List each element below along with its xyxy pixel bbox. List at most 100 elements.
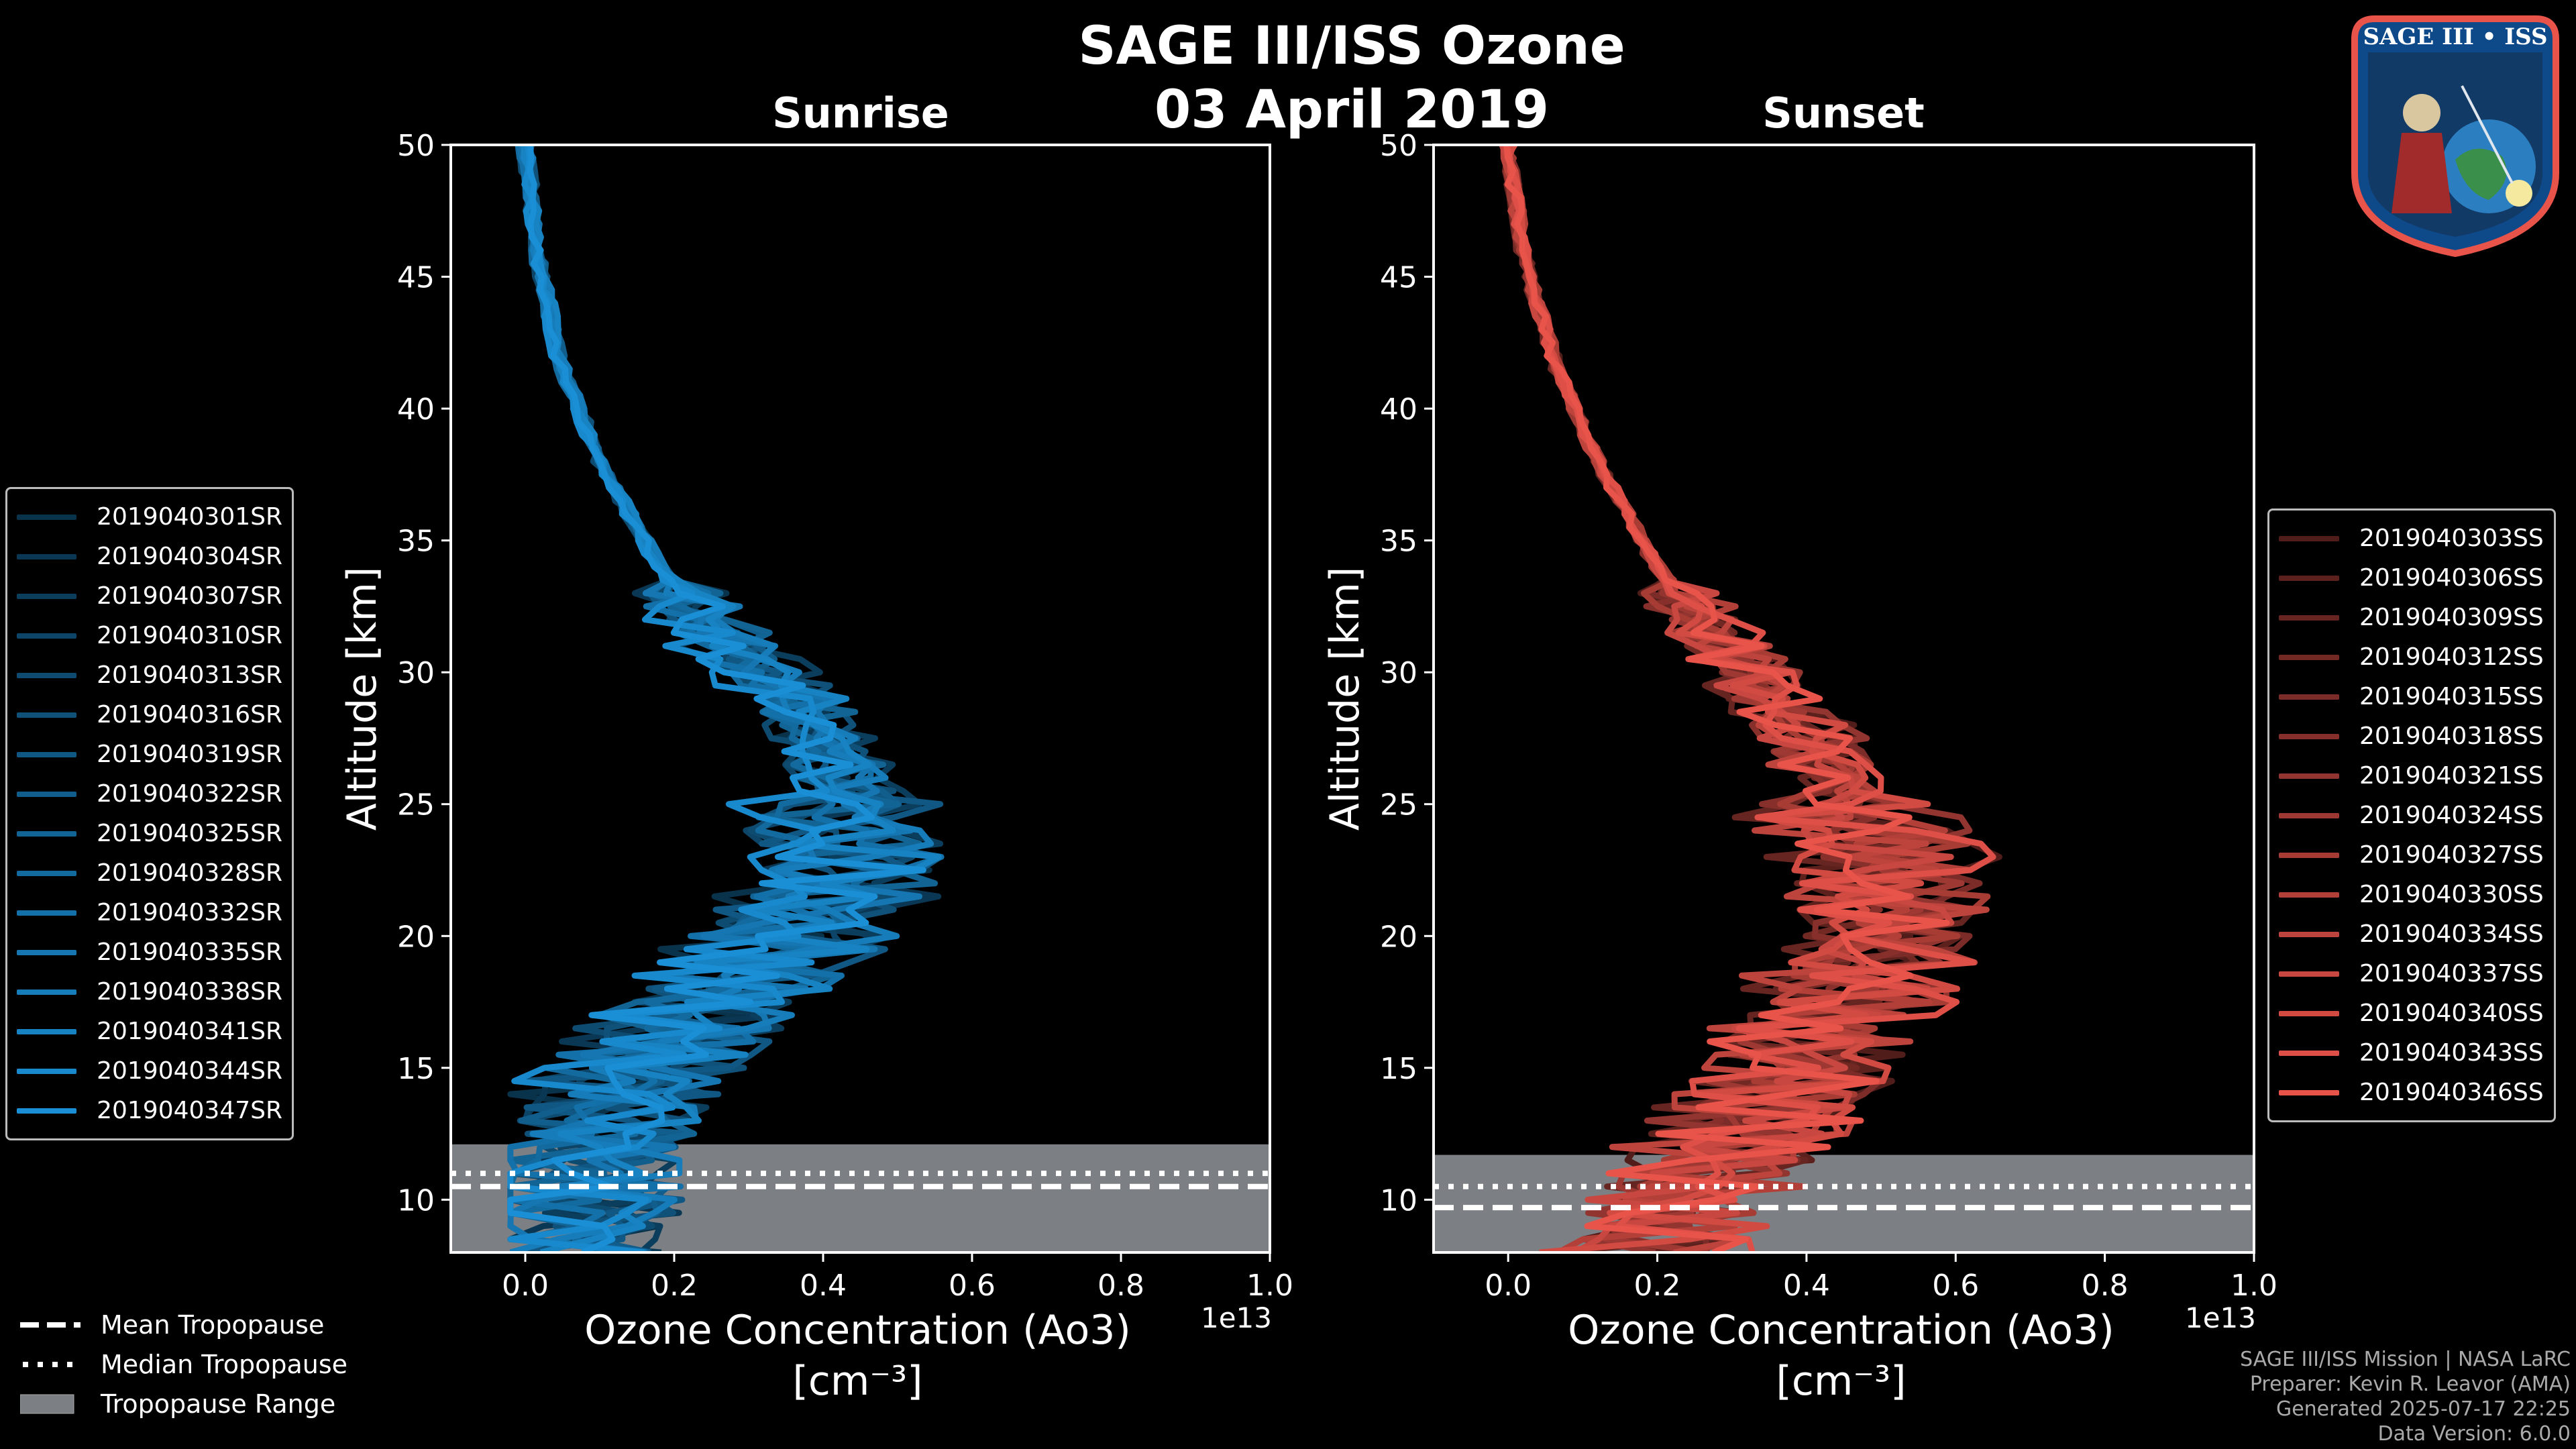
x-tick-label: 0.4: [1783, 1269, 1830, 1303]
logo-title: SAGE III • ISS: [2363, 23, 2547, 50]
x-tick-label: 0.8: [2082, 1269, 2129, 1303]
legend-label: 2019040337SS: [2359, 960, 2544, 987]
y-tick-label: 50: [1380, 129, 1417, 163]
x-axis-label: Ozone Concentration (Ao3): [1568, 1307, 2114, 1354]
legend-label: 2019040343SS: [2359, 1039, 2544, 1067]
y-tick-label: 50: [397, 129, 435, 163]
legend-item: 2019040341SR: [17, 1012, 282, 1051]
y-tick-label: 40: [397, 392, 435, 427]
legend-swatch: [2279, 852, 2339, 858]
legend-swatch: [2279, 971, 2339, 977]
legend-item: 2019040313SR: [17, 655, 282, 695]
legend-swatch: [17, 751, 77, 757]
x-tick-label: 0.8: [1097, 1269, 1144, 1303]
legend-item: 2019040328SR: [17, 853, 282, 893]
x-axis-unit: [cm⁻³]: [1776, 1358, 1907, 1405]
legend-swatch: [17, 1068, 77, 1074]
legend-item: 2019040347SR: [17, 1091, 282, 1130]
x-tick-label: 1.0: [1246, 1269, 1293, 1303]
sunset-legend: 2019040303SS 2019040306SS 2019040309SS 2019…: [2267, 508, 2556, 1122]
legend-item: 2019040332SR: [17, 893, 282, 932]
profiles: [1499, 145, 2002, 1252]
y-tick-label: 45: [1380, 261, 1417, 295]
legend-label: Median Tropopause: [101, 1349, 347, 1379]
legend-label: Mean Tropopause: [101, 1309, 325, 1340]
figure-date: 03 April 2019: [1155, 80, 1549, 140]
legend-item: 2019040337SS: [2279, 954, 2544, 994]
legend-label: 2019040341SR: [97, 1018, 282, 1045]
x-tick-label: 0.2: [651, 1269, 698, 1303]
axes-frame: [449, 144, 1271, 1254]
legend-label: 2019040332SR: [97, 899, 282, 926]
x-tick-label: 1.0: [2231, 1269, 2277, 1303]
legend-swatch: [2279, 773, 2339, 779]
y-axis-label: Altitude [km]: [1322, 567, 1368, 831]
x-tick-label: 0.4: [800, 1269, 847, 1303]
legend-label: 2019040322SR: [97, 780, 282, 808]
x-tick-label: 0.6: [1932, 1269, 1979, 1303]
legend-item: 2019040321SS: [2279, 756, 2544, 796]
legend-label: 2019040346SS: [2359, 1079, 2544, 1106]
y-tick-label: 30: [1380, 656, 1417, 690]
legend-item: 2019040309SS: [2279, 598, 2544, 637]
profiles: [507, 145, 945, 1252]
legend-swatch: [17, 1028, 77, 1034]
dashed-line-icon: [20, 1322, 80, 1328]
legend-swatch: [17, 633, 77, 639]
legend-swatch: [17, 593, 77, 599]
legend-swatch: [2279, 733, 2339, 739]
legend-label: 2019040325SR: [97, 820, 282, 847]
legend-item: 2019040315SS: [2279, 677, 2544, 716]
x-offset-text: 1e13: [1201, 1301, 1272, 1334]
legend-item: 2019040330SS: [2279, 875, 2544, 914]
legend-label: 2019040313SR: [97, 661, 282, 689]
legend-label: 2019040315SS: [2359, 683, 2544, 710]
y-tick-label: 20: [1380, 920, 1417, 954]
legend-item: 2019040318SS: [2279, 716, 2544, 756]
profile-line-2019040343SS: [1503, 145, 1996, 1252]
legend-swatch: [2279, 614, 2339, 621]
legend-swatch: [2279, 1050, 2339, 1056]
y-tick-label: 30: [397, 656, 435, 690]
legend-item: 2019040346SS: [2279, 1073, 2544, 1112]
legend-item: 2019040304SR: [17, 537, 282, 576]
legend-item: 2019040324SS: [2279, 796, 2544, 835]
legend-swatch: [2279, 931, 2339, 937]
legend-label: 2019040327SS: [2359, 841, 2544, 869]
y-tick-label: 10: [1380, 1183, 1417, 1218]
y-tick-label: 40: [1380, 392, 1417, 427]
legend-swatch: [17, 989, 77, 995]
sage-mission-logo: SAGE III • ISS: [2351, 15, 2559, 258]
y-tick-label: 15: [397, 1052, 435, 1086]
legend-swatch: [2279, 575, 2339, 581]
legend-label: 2019040334SS: [2359, 920, 2544, 948]
legend-swatch: [17, 553, 77, 559]
legend-label: 2019040318SS: [2359, 722, 2544, 750]
legend-item: 2019040327SS: [2279, 835, 2544, 875]
sunrise-legend: 2019040301SR 2019040304SR 2019040307SR 2019…: [5, 487, 294, 1140]
legend-swatch: [2279, 535, 2339, 541]
legend-item: 2019040316SR: [17, 695, 282, 735]
legend-swatch: [17, 514, 77, 520]
sunset-panel: Sunset 10 15 20 25 30 35 40 45 50 0.0 0.2 0.4 0.6 0.8 1…: [1322, 89, 2277, 1405]
legend-swatch: [17, 910, 77, 916]
legend-swatch: [2279, 1089, 2339, 1095]
legend-swatch: [2279, 892, 2339, 898]
sunrise-panel: Sunrise 10 15 20 25 30 35 40 45 50 0.0 0.2 0.4 0.6 0.8…: [339, 89, 1293, 1405]
legend-label: 2019040307SR: [97, 582, 282, 610]
panel-title: Sunrise: [772, 89, 949, 138]
axes-frame: [1432, 144, 2255, 1254]
legend-item: 2019040325SR: [17, 814, 282, 853]
legend-label: 2019040324SS: [2359, 802, 2544, 829]
panel-title: Sunset: [1762, 89, 1925, 138]
legend-swatch: [17, 672, 77, 678]
footer-version: Data Version: 6.0.0: [2377, 1422, 2571, 1446]
x-tick-label: 0.0: [1485, 1269, 1532, 1303]
legend-label: 2019040303SS: [2359, 525, 2544, 552]
legend-label: 2019040344SR: [97, 1057, 282, 1085]
legend-swatch: [2279, 694, 2339, 700]
legend-label: Tropopause Range: [101, 1389, 336, 1419]
legend-label: 2019040316SR: [97, 701, 282, 729]
y-tick-label: 45: [397, 261, 435, 295]
